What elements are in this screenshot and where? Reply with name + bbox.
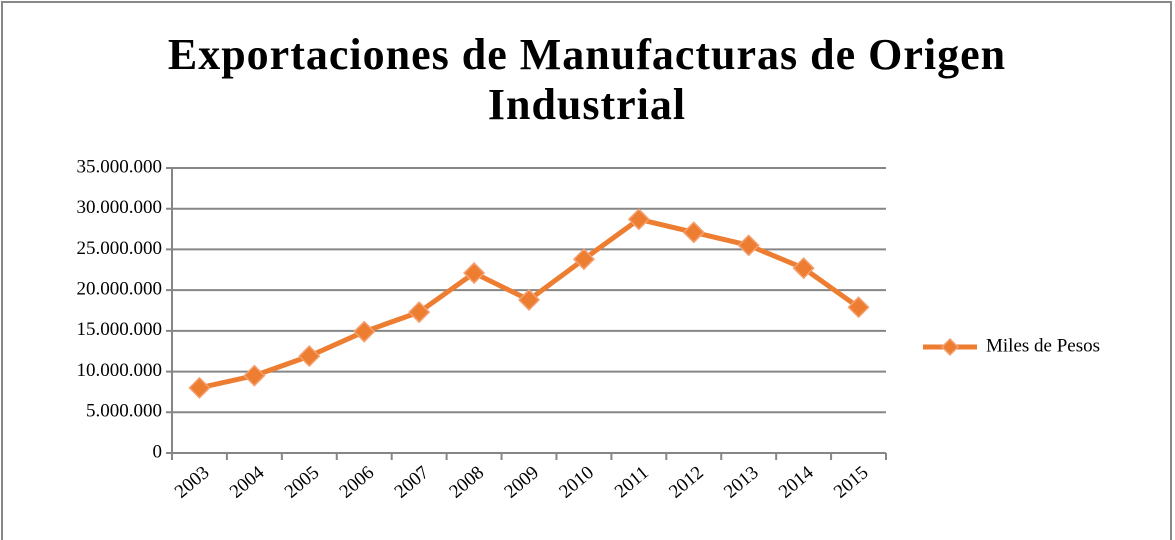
x-tick-label: 2012	[665, 462, 708, 503]
x-tick-label: 2014	[775, 462, 818, 503]
marker	[737, 234, 760, 257]
x-tick-label: 2004	[226, 462, 269, 503]
y-tick-label: 30.000.000	[77, 197, 163, 218]
y-tick-label: 0	[153, 441, 163, 462]
x-tick-label: 2005	[281, 462, 324, 503]
x-tick-label: 2006	[336, 462, 379, 503]
legend-marker	[940, 337, 960, 357]
x-tick-label: 2008	[445, 462, 488, 503]
x-tick-label: 2003	[171, 462, 214, 503]
y-tick-label: 15.000.000	[77, 319, 163, 340]
y-tick-label: 25.000.000	[77, 238, 163, 259]
marker	[792, 257, 815, 280]
marker	[243, 364, 266, 387]
y-tick-label: 5.000.000	[86, 401, 162, 422]
x-tick-label: 2011	[611, 462, 653, 502]
y-tick-label: 10.000.000	[77, 360, 163, 381]
x-tick-label: 2015	[830, 462, 873, 503]
marker	[463, 261, 486, 285]
x-tick-label: 2013	[720, 462, 763, 503]
y-tick-label: 35.000.000	[77, 156, 163, 177]
marker	[627, 208, 650, 231]
marker	[847, 296, 870, 319]
x-tick-label: 2010	[555, 462, 598, 503]
chart-title: Exportaciones de Manufacturas de Origen …	[167, 30, 1007, 129]
marker	[353, 320, 376, 343]
x-tick-label: 2009	[500, 462, 543, 503]
y-tick-label: 20.000.000	[77, 279, 163, 300]
marker	[572, 248, 595, 271]
marker	[682, 221, 705, 244]
marker	[298, 345, 321, 368]
marker	[408, 301, 431, 324]
legend-label: Miles de Pesos	[986, 335, 1100, 356]
marker	[517, 288, 541, 311]
x-tick-label: 2007	[391, 462, 434, 503]
marker	[188, 376, 211, 399]
